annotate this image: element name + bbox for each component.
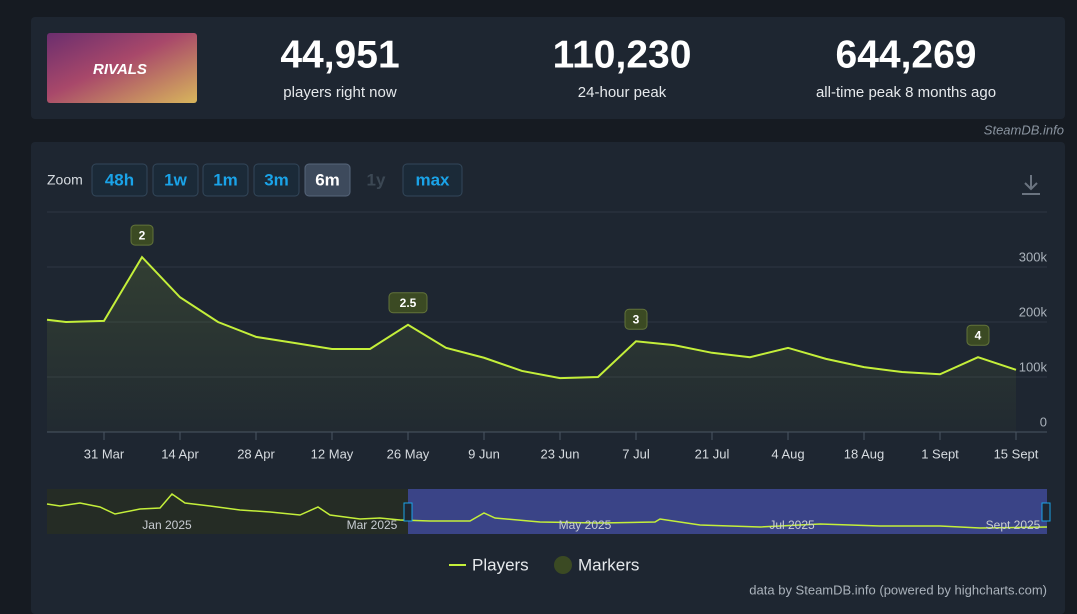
zoom-button[interactable] <box>402 163 463 197</box>
zoom-label: Zoom <box>47 172 83 188</box>
navigator-label: Sept 2025 <box>986 518 1041 532</box>
marker-label: 4 <box>975 328 982 342</box>
navigator-handle[interactable] <box>1041 502 1051 522</box>
download-icon[interactable] <box>1022 175 1040 195</box>
stats-panel <box>31 17 1065 119</box>
marker-badge <box>624 308 648 330</box>
zoom-option[interactable]: 48h <box>105 170 134 189</box>
credit: data by SteamDB.info (powered by highcha… <box>749 582 1047 597</box>
navigator-label: Jul 2025 <box>769 518 815 532</box>
x-tick-label: 1 Sept <box>921 446 959 461</box>
navigator-label: Jan 2025 <box>142 518 192 532</box>
marker-badge <box>966 324 990 346</box>
area <box>47 257 1016 432</box>
zoom-option[interactable]: max <box>415 170 450 189</box>
zoom-button[interactable] <box>202 163 249 197</box>
marker-badge <box>130 224 154 246</box>
x-tick-label: 4 Aug <box>771 446 804 461</box>
y-tick-label: 100k <box>1019 359 1048 374</box>
x-tick-label: 26 May <box>387 446 430 461</box>
marker-label: 3 <box>633 312 640 326</box>
navigator-handle[interactable] <box>403 502 413 522</box>
game-logo: RIVALS <box>93 61 147 78</box>
stat-value: 44,951 <box>280 33 399 76</box>
x-tick-label: 28 Apr <box>237 446 275 461</box>
stat-label: 24-hour peak <box>578 84 667 101</box>
navigator-line <box>46 492 1048 529</box>
marker-label: 2.5 <box>400 296 417 310</box>
zoom-option[interactable]: 1m <box>213 170 238 189</box>
marker-label: 2 <box>139 228 146 242</box>
x-tick-label: 12 May <box>311 446 354 461</box>
x-tick-label: 31 Mar <box>84 446 125 461</box>
legend-label[interactable]: Markers <box>578 555 639 574</box>
x-tick-label: 18 Aug <box>844 446 885 461</box>
y-tick-label: 300k <box>1019 249 1048 264</box>
game-image <box>47 33 197 103</box>
stat-label: players right now <box>283 84 397 101</box>
line <box>46 255 1017 380</box>
zoom-option[interactable]: 3m <box>264 170 289 189</box>
x-tick-label: 9 Jun <box>468 446 500 461</box>
zoom-button[interactable] <box>152 163 199 197</box>
x-tick-label: 21 Jul <box>695 446 730 461</box>
stat-value: 644,269 <box>836 33 977 76</box>
y-tick-label: 0 <box>1040 414 1047 429</box>
navigator-label: May 2025 <box>559 518 612 532</box>
zoom-option: 1y <box>367 170 386 189</box>
zoom-button[interactable] <box>91 163 148 197</box>
legend-marker <box>554 556 572 574</box>
stat-value: 110,230 <box>553 33 692 76</box>
navigator-label: Mar 2025 <box>347 518 398 532</box>
zoom-option[interactable]: 1w <box>164 170 187 189</box>
x-tick-label: 14 Apr <box>161 446 199 461</box>
zoom-button[interactable] <box>253 163 300 197</box>
x-tick-label: 15 Sept <box>994 446 1039 461</box>
legend-label[interactable]: Players <box>472 555 529 574</box>
zoom-button[interactable] <box>304 163 351 197</box>
marker-badge <box>388 292 428 314</box>
x-tick-label: 7 Jul <box>622 446 650 461</box>
stat-label: all-time peak 8 months ago <box>816 84 996 101</box>
y-tick-label: 200k <box>1019 304 1048 319</box>
x-tick-label: 23 Jun <box>540 446 579 461</box>
zoom-option[interactable]: 6m <box>315 170 340 189</box>
watermark: SteamDB.info <box>984 122 1064 137</box>
